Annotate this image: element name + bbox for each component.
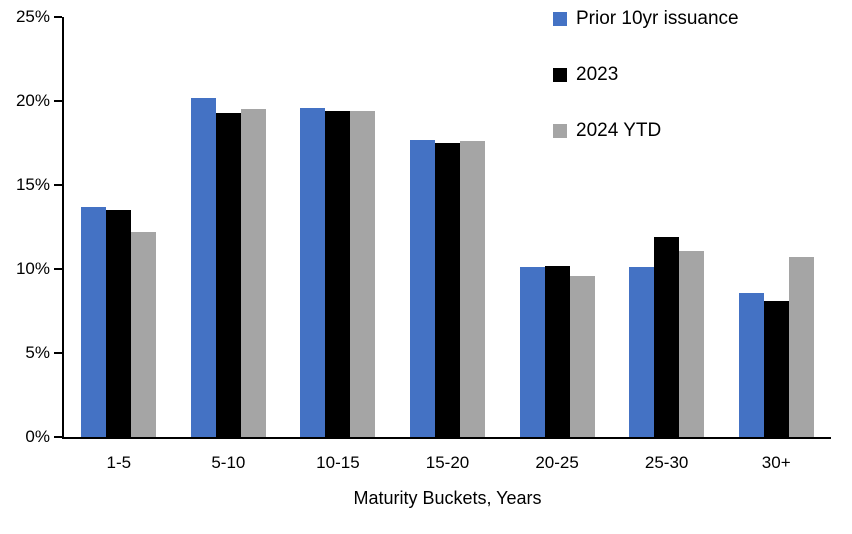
bar-prior-10yr-issuance-1-5 <box>81 206 107 437</box>
x-tick-label: 1-5 <box>106 453 132 472</box>
x-axis-title: Maturity Buckets, Years <box>353 488 542 508</box>
x-tick-label: 30+ <box>761 453 791 472</box>
legend-swatch-icon <box>553 68 567 82</box>
x-tick-label: 25-30 <box>644 453 689 472</box>
y-tick-label: 15% <box>15 175 50 194</box>
y-tick-label: 5% <box>25 343 50 362</box>
y-tick-mark <box>54 100 62 102</box>
bar-2023-5-10 <box>215 112 241 437</box>
plot-area <box>62 17 831 439</box>
bar-2024-ytd-15-20 <box>460 141 485 437</box>
bar-2024-ytd-10-15 <box>350 111 376 437</box>
y-tick-mark <box>54 16 62 18</box>
y-tick-mark <box>54 352 62 354</box>
bar-2023-1-5 <box>106 210 132 437</box>
bar-2023-10-15 <box>325 111 351 437</box>
bar-2024-ytd-1-5 <box>131 232 157 437</box>
y-tick-label: 10% <box>15 259 50 278</box>
y-tick-label: 25% <box>15 7 50 26</box>
x-tick-label: 5-10 <box>211 453 246 472</box>
bar-prior-10yr-issuance-5-10 <box>190 97 216 437</box>
bar-2023-25-30 <box>654 237 680 437</box>
y-tick-mark <box>54 184 62 186</box>
legend-swatch-icon <box>553 12 567 26</box>
bar-prior-10yr-issuance-15-20 <box>410 139 435 437</box>
legend-label: 2023 <box>576 64 619 85</box>
x-tick-label: 15-20 <box>425 453 470 472</box>
bar-prior-10yr-issuance-30+ <box>738 292 764 437</box>
bar-prior-10yr-issuance-25-30 <box>629 267 655 437</box>
legend-item-2024-ytd: 2024 YTD <box>553 120 739 142</box>
bar-prior-10yr-issuance-10-15 <box>300 107 326 437</box>
legend-item-2023: 2023 <box>553 64 739 86</box>
legend-label: Prior 10yr issuance <box>576 8 739 29</box>
bar-2023-15-20 <box>435 143 460 437</box>
y-tick-label: 0% <box>25 427 50 446</box>
x-tick-label: 20-25 <box>535 453 579 472</box>
bar-2023-30+ <box>763 300 789 437</box>
y-tick-label: 20% <box>15 91 50 110</box>
x-tick-label: 10-15 <box>316 453 360 472</box>
legend-label: 2024 YTD <box>576 120 662 141</box>
legend: Prior 10yr issuance 2023 2024 YTD <box>553 8 739 142</box>
legend-swatch-icon <box>553 124 567 138</box>
legend-item-prior-10yr-issuance: Prior 10yr issuance <box>553 8 739 30</box>
bar-2024-ytd-20-25 <box>569 275 595 437</box>
bar-2024-ytd-30+ <box>788 257 814 437</box>
bar-2023-20-25 <box>544 265 570 437</box>
bar-2024-ytd-25-30 <box>679 250 705 437</box>
bar-2024-ytd-5-10 <box>240 109 266 437</box>
y-tick-mark <box>54 436 62 438</box>
bar-prior-10yr-issuance-20-25 <box>519 267 545 437</box>
y-tick-mark <box>54 268 62 270</box>
